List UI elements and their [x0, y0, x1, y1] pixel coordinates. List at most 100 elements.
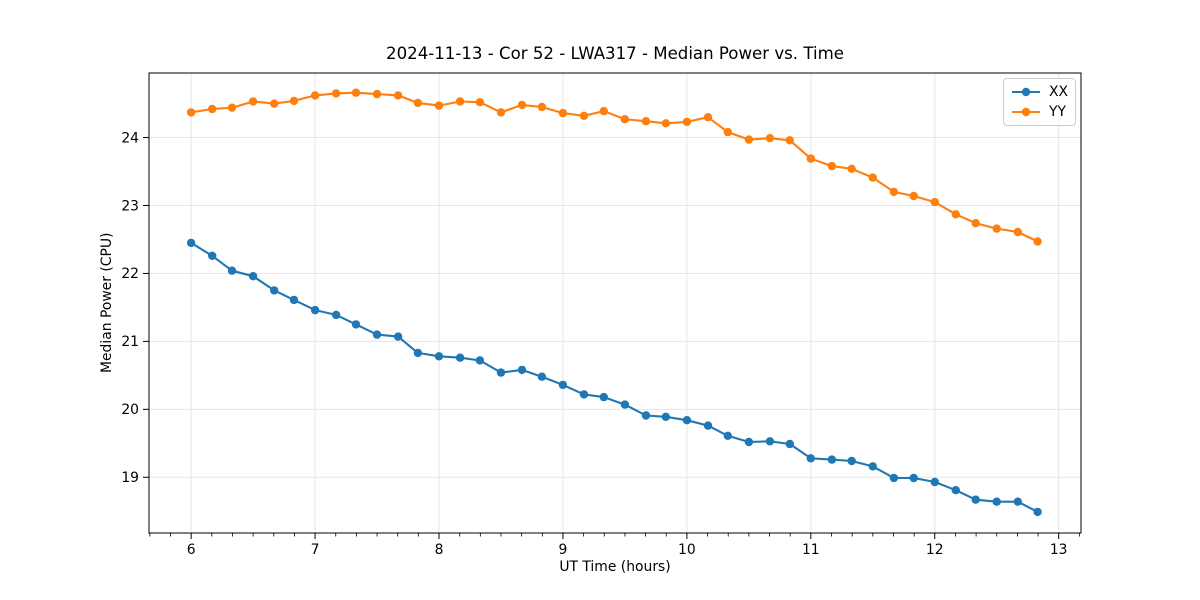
series-XX-marker [785, 439, 794, 449]
series-XX-marker [537, 372, 547, 381]
series-XX-marker [620, 400, 630, 409]
legend-item-YY: YY [1011, 102, 1068, 122]
series-XX-marker [475, 356, 485, 365]
series-YY-marker [889, 187, 899, 197]
series-YY-marker [227, 103, 237, 112]
x-tick-label-7: 7 [311, 542, 320, 558]
x-tick-label-9: 9 [559, 542, 568, 558]
series-XX-marker [248, 272, 258, 281]
series-XX-marker [744, 437, 754, 447]
series-XX-marker [331, 310, 341, 320]
series-YY-marker [496, 108, 506, 117]
x-tick-label-12: 12 [926, 542, 944, 558]
series-XX-marker [1033, 507, 1042, 517]
y-axis-label: Median Power (CPU) [99, 232, 115, 374]
series-YY-marker [930, 197, 939, 207]
series-YY-marker [186, 108, 196, 117]
series-XX-marker [889, 473, 899, 483]
series-XX-marker [558, 380, 568, 390]
series-YY-marker [641, 117, 651, 126]
series-XX-marker [661, 412, 670, 421]
series-XX-marker [951, 486, 960, 495]
series-XX-marker [413, 348, 423, 358]
series-YY-marker [951, 210, 960, 219]
series-YY-marker [475, 98, 485, 107]
series-YY-marker [765, 134, 775, 143]
series-YY-marker [331, 89, 341, 98]
series-YY-marker [785, 136, 794, 145]
series-YY-marker [372, 89, 382, 99]
series-YY-marker [393, 91, 403, 100]
series-YY-marker [703, 113, 713, 122]
x-tick-label-8: 8 [435, 542, 444, 558]
series-XX-marker [496, 368, 506, 377]
series-XX-marker [992, 497, 1001, 506]
series-XX-marker [641, 411, 651, 420]
series-XX-marker [847, 456, 856, 466]
series-XX-marker [455, 353, 465, 362]
series-XX-marker [599, 392, 608, 402]
series-XX-marker [930, 477, 939, 487]
series-YY-marker [827, 161, 837, 171]
series-YY-marker [558, 108, 568, 118]
series-XX-marker [372, 330, 382, 339]
series-XX-marker [682, 416, 692, 425]
series-XX-marker [310, 305, 320, 315]
series-XX-marker [351, 320, 361, 329]
chart-title: 2024-11-13 - Cor 52 - LWA317 - Median Po… [386, 44, 844, 63]
x-tick-label-10: 10 [678, 542, 696, 558]
x-tick-label-11: 11 [802, 542, 820, 558]
series-XX-marker [1013, 497, 1022, 506]
y-tick-label-19: 19 [121, 470, 139, 486]
series-XX-marker [208, 251, 217, 260]
series-YY-marker [847, 164, 856, 173]
series-YY-marker [248, 97, 258, 106]
series-XX-marker [971, 495, 980, 504]
x-tick-label-13: 13 [1050, 542, 1068, 558]
y-tick-label-24: 24 [121, 130, 139, 146]
y-tick-label-23: 23 [121, 198, 139, 214]
series-YY-marker [517, 100, 527, 110]
series-XX-marker [186, 238, 196, 248]
series-YY-marker [682, 117, 692, 127]
y-tick-label-22: 22 [121, 266, 139, 282]
series-YY-marker [806, 154, 815, 163]
series-YY-marker [537, 102, 547, 112]
series-YY-marker [620, 115, 630, 124]
series-XX-marker [806, 454, 815, 463]
series-XX-marker [289, 295, 299, 305]
series-XX-marker [827, 455, 837, 464]
x-tick-label-6: 6 [187, 542, 196, 558]
legend-sample-XX [1012, 87, 1040, 97]
series-YY-marker [723, 127, 732, 137]
series-YY-marker [868, 173, 877, 182]
series-YY-marker [971, 219, 980, 228]
series-YY-marker [1033, 237, 1042, 246]
series-YY-marker [208, 104, 217, 114]
legend-label: XX [1049, 84, 1069, 100]
series-XX-marker [227, 266, 237, 275]
series-XX-marker [393, 332, 403, 341]
series-XX-marker [703, 421, 713, 430]
series-YY-marker [579, 111, 589, 121]
series-XX-marker [868, 462, 877, 471]
legend-label: YY [1049, 104, 1066, 120]
series-YY-line [190, 91, 1039, 243]
series-XX-marker [517, 365, 527, 375]
y-tick-label-21: 21 [121, 334, 139, 350]
legend-item-XX: XX [1011, 82, 1068, 102]
series-YY-marker [455, 97, 465, 106]
series-YY-marker [413, 98, 423, 108]
series-YY-marker [992, 224, 1001, 233]
series-XX-marker [579, 390, 589, 399]
legend-sample-YY [1012, 107, 1040, 117]
series-XX-marker [270, 286, 279, 295]
series-YY-marker [351, 88, 361, 97]
series-YY-marker [270, 99, 279, 108]
series-YY-marker [1013, 227, 1022, 237]
series-XX-marker [723, 431, 732, 440]
series-YY-marker [310, 91, 320, 100]
series-XX-marker [909, 473, 918, 483]
